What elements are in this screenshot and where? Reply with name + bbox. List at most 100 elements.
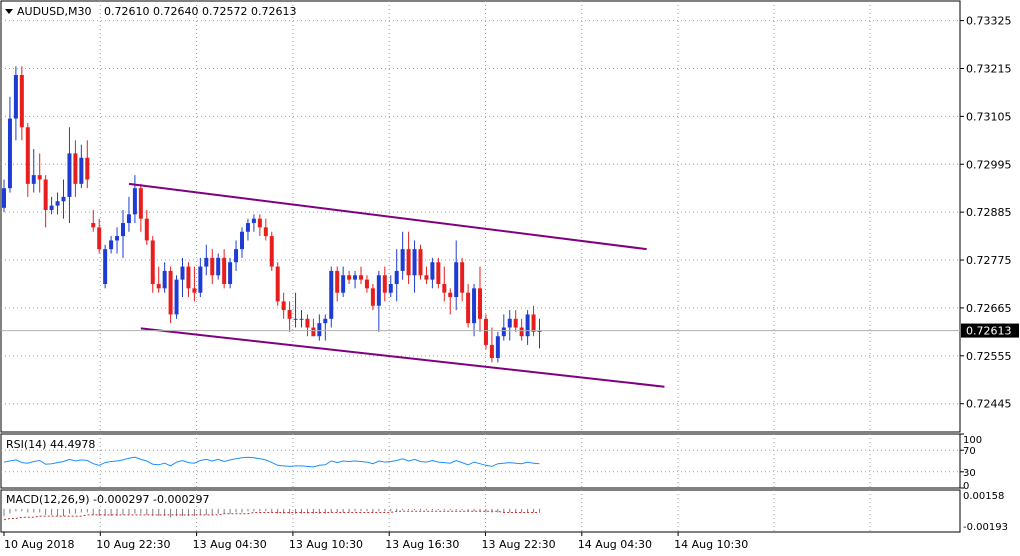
candle (513, 310, 518, 332)
time-tick-label: 13 Aug 22:30 (482, 538, 556, 551)
candle (448, 288, 453, 315)
rsi-panel[interactable] (0, 433, 961, 489)
candle-body (132, 188, 137, 215)
candle-body (317, 323, 322, 337)
candle-body (192, 288, 197, 293)
candle (317, 314, 322, 341)
time-tick-label: 10 Aug 2018 (4, 538, 74, 551)
price-tick-label: 0.72555 (966, 350, 1012, 363)
candle-body (162, 270, 167, 289)
candle-body (73, 153, 78, 184)
candle-body (489, 344, 494, 358)
candle (370, 283, 375, 311)
candle (132, 175, 137, 224)
candle (424, 266, 429, 284)
rsi-tick-label: 100 (963, 435, 982, 446)
candle-body (353, 275, 358, 280)
candle (478, 266, 482, 332)
candle (412, 240, 417, 293)
candle (293, 292, 298, 328)
candle (281, 292, 286, 319)
current-price-label: 0.72613 (966, 325, 1012, 338)
candle (269, 231, 274, 271)
candle (25, 122, 30, 197)
candle-body (144, 218, 149, 241)
candle-body (13, 75, 18, 119)
candle (210, 249, 215, 284)
candle-body (323, 318, 328, 324)
trend-channel[interactable] (128, 182, 665, 388)
candle-body (263, 227, 268, 237)
candle-body (180, 266, 185, 280)
candle-body (245, 223, 250, 232)
candle (156, 266, 161, 293)
candle (311, 318, 316, 337)
candle-body (269, 236, 274, 267)
candle-body (329, 270, 334, 319)
candle-body (109, 240, 114, 250)
candle (341, 266, 346, 298)
candle-body (341, 275, 346, 293)
candle (400, 231, 405, 280)
candle (85, 140, 90, 189)
candle (37, 153, 42, 193)
candle-body (228, 262, 233, 284)
time-tick-label: 14 Aug 10:30 (674, 538, 748, 551)
candle-body (204, 257, 209, 267)
candle (31, 149, 36, 193)
candle-body (364, 279, 369, 289)
candle (180, 257, 185, 298)
channel-upper-line (128, 182, 647, 251)
candle (525, 310, 530, 345)
candle-body (222, 257, 227, 284)
candle (109, 236, 114, 254)
candle (442, 266, 447, 302)
candle (73, 140, 78, 197)
candle (275, 262, 280, 306)
time-tick-label: 13 Aug 10:30 (289, 538, 363, 551)
candle-body (275, 266, 280, 302)
rsi-tick-label: 0 (963, 481, 969, 492)
grid-lines (1, 1, 960, 532)
candle (519, 318, 524, 341)
candle (466, 283, 471, 328)
candle-body (454, 262, 459, 298)
price-panel[interactable] (0, 0, 961, 433)
price-tick-label: 0.72885 (966, 206, 1012, 219)
candle-body (436, 262, 441, 284)
time-tick-label: 13 Aug 04:30 (193, 538, 267, 551)
candle-body (495, 336, 500, 358)
candle (13, 66, 18, 141)
current-price-tag (961, 323, 1019, 338)
candle (507, 310, 512, 341)
candle-body (394, 270, 399, 284)
candle (222, 249, 227, 289)
candle (49, 196, 54, 215)
price-tick-label: 0.73215 (966, 62, 1012, 75)
candles (2, 66, 542, 363)
candle-body (424, 275, 429, 280)
candle (43, 175, 48, 228)
candle (263, 218, 268, 241)
candle (2, 179, 6, 213)
price-tick-label: 0.72995 (966, 158, 1012, 171)
candle-body (240, 231, 244, 250)
candle (287, 301, 292, 332)
candle-body (37, 175, 42, 180)
candle-body (115, 236, 120, 241)
candle-body (460, 262, 465, 293)
candle-body (281, 301, 286, 311)
candle (198, 257, 203, 298)
candle-body (483, 318, 488, 345)
candle-body (293, 318, 298, 320)
candle (245, 218, 250, 241)
dropdown-triangle-icon[interactable] (5, 9, 13, 14)
candle (138, 183, 143, 232)
candle-body (150, 240, 155, 284)
candle-body (388, 283, 393, 293)
candle (126, 196, 131, 232)
candle-body (418, 249, 423, 276)
candle-body (347, 275, 352, 280)
candle (91, 209, 96, 232)
